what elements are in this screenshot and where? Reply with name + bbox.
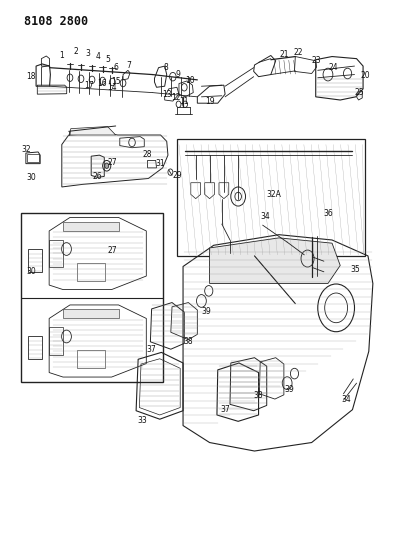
Text: 39: 39	[285, 385, 294, 394]
Bar	[27, 154, 39, 162]
Text: 28: 28	[143, 150, 152, 159]
Text: 25: 25	[355, 88, 365, 97]
Text: 20: 20	[361, 71, 370, 80]
Bar	[21, 214, 163, 382]
Circle shape	[105, 163, 109, 168]
Bar	[77, 350, 105, 368]
Text: 37: 37	[147, 345, 157, 354]
Text: 1: 1	[60, 51, 64, 60]
Polygon shape	[70, 126, 115, 135]
Bar	[49, 327, 63, 354]
Text: 7: 7	[126, 61, 131, 69]
Text: 19: 19	[205, 96, 215, 106]
Text: 12: 12	[171, 93, 181, 102]
Bar	[49, 240, 63, 267]
Polygon shape	[63, 222, 118, 231]
Text: 38: 38	[253, 391, 263, 400]
Text: 27: 27	[108, 158, 117, 167]
Text: 24: 24	[329, 63, 339, 71]
Text: 9: 9	[175, 70, 180, 79]
Bar	[28, 249, 42, 271]
Text: 30: 30	[27, 173, 37, 182]
Text: 34: 34	[260, 212, 270, 221]
Text: 27: 27	[108, 246, 117, 255]
Text: 34: 34	[342, 394, 352, 403]
Text: 26: 26	[92, 172, 102, 181]
Text: 6: 6	[113, 63, 118, 71]
Text: 31: 31	[155, 159, 164, 167]
Text: 23: 23	[312, 56, 321, 65]
Text: 32: 32	[21, 146, 31, 155]
Text: 33: 33	[137, 416, 147, 425]
Bar	[28, 336, 42, 359]
Text: 36: 36	[323, 209, 333, 218]
Text: 30: 30	[27, 268, 37, 276]
Text: 3: 3	[85, 49, 90, 58]
Text: 2: 2	[74, 47, 79, 56]
Bar	[77, 263, 105, 280]
Text: 35: 35	[351, 265, 360, 274]
Polygon shape	[63, 310, 118, 318]
Text: 39: 39	[201, 306, 211, 316]
Text: 22: 22	[294, 48, 303, 57]
Bar	[177, 139, 365, 256]
Text: 5: 5	[105, 55, 110, 64]
Text: 29: 29	[173, 171, 182, 180]
Text: 11: 11	[179, 96, 188, 106]
Text: 14: 14	[108, 83, 117, 92]
Text: 21: 21	[279, 50, 289, 59]
Text: 8: 8	[163, 63, 168, 72]
Text: 4: 4	[95, 52, 100, 61]
Text: 10: 10	[185, 76, 195, 85]
Text: 15: 15	[111, 77, 120, 86]
Text: 37: 37	[220, 405, 230, 414]
Text: 13: 13	[162, 90, 172, 99]
Text: 8108 2800: 8108 2800	[24, 14, 88, 28]
Polygon shape	[210, 238, 340, 284]
Text: 16: 16	[97, 78, 106, 87]
Text: 18: 18	[26, 72, 35, 81]
Text: 38: 38	[184, 337, 193, 346]
Text: 32A: 32A	[267, 190, 282, 199]
Text: 17: 17	[84, 80, 94, 90]
